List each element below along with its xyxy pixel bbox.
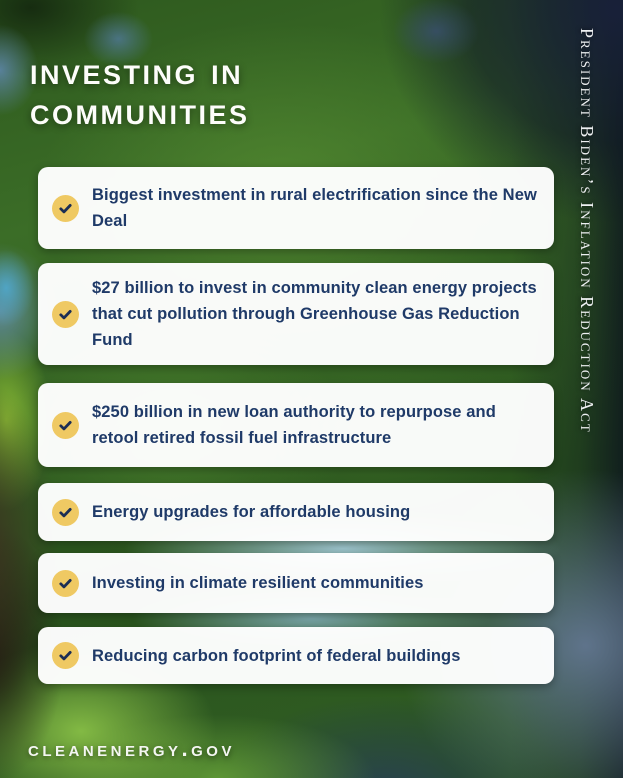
- checkmark-icon: [52, 411, 79, 439]
- list-item-loan-authority: $250 billion in new loan authority to re…: [38, 383, 554, 467]
- side-banner-text: President Biden’s Inflation Reduction Ac…: [577, 28, 597, 434]
- page-title: Investing in Communities: [30, 51, 250, 133]
- card-text: Biggest investment in rural electrificat…: [92, 186, 537, 230]
- list-item-rural-electrification: Biggest investment in rural electrificat…: [38, 167, 554, 249]
- card-text: $250 billion in new loan authority to re…: [92, 403, 496, 447]
- list-item-federal-buildings: Reducing carbon footprint of federal bui…: [38, 627, 554, 684]
- card-text: Investing in climate resilient communiti…: [92, 574, 424, 592]
- checkmark-icon: [52, 569, 79, 597]
- checkmark-icon: [52, 300, 79, 328]
- checkmark-icon: [52, 194, 79, 222]
- card-text: $27 billion to invest in community clean…: [92, 279, 537, 349]
- card-text: Reducing carbon footprint of federal bui…: [92, 646, 461, 665]
- footer-url: CleanEnergy.Gov: [28, 736, 235, 761]
- card-text: Energy upgrades for affordable housing: [92, 503, 411, 521]
- checkmark-icon: [52, 642, 79, 669]
- list-item-ggrf: $27 billion to invest in community clean…: [38, 263, 554, 365]
- list-item-climate-resilient: Investing in climate resilient communiti…: [38, 553, 554, 613]
- checkmark-icon: [52, 498, 79, 526]
- list-item-affordable-housing: Energy upgrades for affordable housing: [38, 483, 554, 541]
